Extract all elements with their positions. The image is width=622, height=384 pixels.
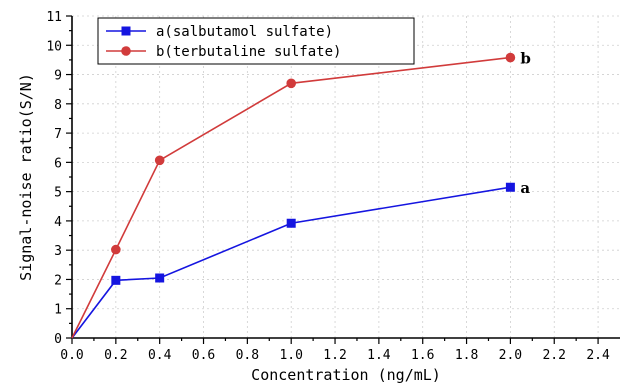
y-tick-label: 5 [54, 186, 62, 201]
legend-marker [121, 46, 131, 56]
legend-entry-b: b(terbutaline sulfate) [156, 44, 341, 60]
x-axis-title: Concentration (ng/mL) [251, 366, 441, 384]
series-end-label-a: a [520, 179, 530, 197]
grid [72, 15, 620, 338]
data-point-a [155, 273, 165, 283]
y-tick-label: 6 [54, 156, 62, 171]
x-tick-label: 2.0 [499, 348, 522, 363]
x-tick-label: 0.2 [104, 348, 127, 363]
x-tick-label: 1.2 [323, 348, 346, 363]
legend-marker [121, 26, 131, 36]
y-tick-label: 2 [54, 273, 62, 288]
y-axis-ticks: 0 1 2 3 4 5 6 7 8 9 10 11 [46, 10, 72, 347]
y-tick-label: 7 [54, 127, 62, 142]
data-point-b [505, 52, 516, 63]
legend-box [97, 17, 415, 65]
x-tick-label: 2.2 [542, 348, 565, 363]
x-tick-label: 1.8 [455, 348, 478, 363]
data-point-b [286, 78, 297, 89]
x-tick-label: 0.0 [60, 348, 83, 363]
y-tick-label: 10 [46, 39, 62, 54]
series-layer: ab [71, 50, 531, 339]
y-tick-label: 3 [54, 244, 62, 259]
data-point-a [505, 182, 515, 192]
y-tick-label: 11 [46, 10, 62, 25]
x-tick-label: 1.6 [411, 348, 434, 363]
data-point-a [111, 275, 121, 285]
y-tick-label: 1 [54, 303, 62, 318]
x-tick-label: 0.4 [148, 348, 172, 363]
y-tick-label: 8 [54, 98, 62, 113]
x-tick-label: 1.4 [367, 348, 391, 363]
x-tick-label: 0.8 [236, 348, 259, 363]
data-point-a [286, 218, 296, 228]
series-end-label-b: b [520, 50, 531, 68]
data-point-b [154, 155, 165, 166]
legend: a(salbutamol sulfate) b(terbutaline sulfa… [97, 17, 415, 65]
data-point-b [111, 244, 121, 255]
legend-entry-a: a(salbutamol sulfate) [156, 24, 333, 40]
y-axis-title: Signal-noise ratio(S/N) [17, 73, 35, 281]
x-axis-ticks: 0.0 0.2 0.4 0.6 0.8 1.0 1.2 1.4 1.6 1.8 2.0 2.2 2.4 [60, 338, 610, 363]
x-tick-label: 2.4 [586, 348, 610, 363]
y-tick-label: 9 [54, 69, 62, 84]
x-tick-label: 0.6 [192, 348, 215, 363]
y-tick-label: 4 [54, 215, 62, 230]
x-tick-label: 1.0 [279, 348, 302, 363]
y-tick-label: 0 [54, 332, 62, 347]
